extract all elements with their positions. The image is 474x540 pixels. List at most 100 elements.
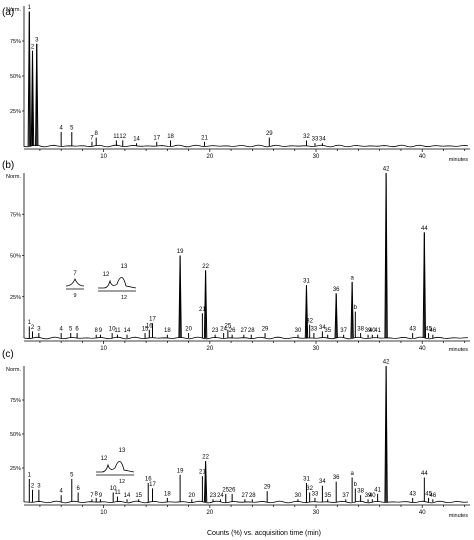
peak-label-15: 15 (142, 327, 149, 333)
peak-label-36: 36 (333, 287, 340, 293)
peak-label-11: 11 (113, 134, 120, 140)
x-tick-label: 20 (206, 346, 213, 352)
peak-label-3: 3 (35, 37, 39, 43)
peak-label-8: 8 (95, 131, 99, 137)
inset-tick-label: 9 (73, 293, 76, 299)
peak-label-2: 2 (31, 325, 35, 331)
peak-label-28: 28 (249, 493, 256, 499)
peak-label-10: 10 (110, 486, 117, 492)
peak-label-35: 35 (324, 493, 331, 499)
inset-peak-label: 12 (101, 456, 108, 462)
inset-peak-label: 12 (103, 272, 110, 278)
peak-label-44: 44 (421, 471, 428, 477)
x-tick-label: 30 (313, 154, 320, 160)
inset-tick-label: 12 (121, 295, 127, 301)
peak-label-19: 19 (177, 249, 184, 255)
x-tick-label: 20 (206, 510, 213, 516)
peak-label-20: 20 (188, 493, 195, 499)
peak-label-a: a (350, 471, 354, 477)
y-tick-label: 25% (10, 295, 21, 301)
peak-label-37: 37 (340, 328, 347, 334)
peak-label-3: 3 (37, 483, 41, 489)
peak-label-31: 31 (303, 476, 310, 482)
x-tick-label: 40 (419, 510, 426, 516)
peak-label-9: 9 (99, 328, 103, 334)
peak-label-45: 45 (425, 327, 432, 333)
peak-label-1: 1 (28, 5, 32, 11)
peak-shape-2 (30, 50, 35, 147)
peak-label-18: 18 (164, 328, 171, 334)
y-tick-label: 50% (10, 74, 21, 80)
peak-shape-19 (178, 255, 182, 339)
peak-label-30: 30 (295, 328, 302, 334)
peak-shape-22 (203, 270, 208, 339)
peak-label-41: 41 (374, 328, 381, 334)
chromatogram-baseline (23, 336, 469, 340)
peak-label-26: 26 (229, 487, 236, 493)
peak-label-23: 23 (212, 328, 219, 334)
panel-label: (c) (2, 349, 14, 360)
x-tick-label: 40 (419, 346, 426, 352)
x-axis-title: Counts (%) vs. acquisition time (min) (207, 530, 321, 537)
peak-label-4: 4 (59, 489, 63, 495)
peak-label-34: 34 (319, 325, 326, 331)
chromatogram-baseline (23, 500, 469, 504)
inset-trace (96, 461, 135, 473)
peak-label-40: 40 (369, 493, 376, 499)
inset-trace (65, 277, 85, 287)
peak-shape-42 (384, 365, 388, 503)
peak-label-27: 27 (242, 493, 249, 499)
peak-label-21: 21 (199, 470, 206, 476)
y-tick-label: 50% (10, 432, 21, 438)
peak-label-10: 10 (109, 327, 116, 333)
y-tick-label: 75% (10, 212, 21, 218)
peak-label-22: 22 (202, 264, 209, 270)
y-tick-label: 75% (10, 39, 21, 45)
peak-label-3: 3 (37, 327, 41, 333)
inset-trace (98, 277, 137, 289)
peak-label-46: 46 (429, 328, 436, 334)
peak-label-21: 21 (199, 307, 206, 313)
peak-label-11: 11 (114, 490, 121, 496)
peak-label-24: 24 (217, 493, 224, 499)
peak-label-20: 20 (185, 327, 192, 333)
peak-label-39: 39 (365, 328, 372, 334)
peak-label-6: 6 (76, 486, 80, 492)
peak-label-4: 4 (59, 327, 63, 333)
peak-label-a: a (350, 275, 354, 281)
peak-label-34: 34 (319, 137, 326, 143)
peak-label-36: 36 (333, 475, 340, 481)
peak-label-23: 23 (210, 493, 217, 499)
peak-label-b: b (354, 482, 358, 488)
peak-label-43: 43 (409, 327, 416, 333)
peak-label-33: 33 (311, 327, 318, 333)
peak-label-32: 32 (306, 486, 313, 492)
y-axis-max-label: Norm. (6, 7, 21, 13)
peak-label-29: 29 (264, 485, 271, 491)
peak-label-44: 44 (421, 226, 428, 232)
peak-label-45: 45 (425, 491, 432, 497)
y-axis-max-label: Norm. (6, 174, 21, 180)
peak-shape-42 (384, 172, 388, 339)
x-tick-label: 30 (313, 346, 320, 352)
peak-shape-36 (334, 293, 338, 339)
peak-label-1: 1 (28, 320, 32, 326)
peak-shape-a (350, 281, 354, 339)
peak-label-18: 18 (164, 491, 171, 497)
peak-label-5: 5 (70, 126, 74, 132)
peak-label-28: 28 (248, 328, 255, 334)
inset-peak-label: 13 (121, 264, 128, 270)
peak-label-1: 1 (28, 472, 32, 478)
peak-label-b: b (354, 305, 358, 311)
peak-label-2: 2 (31, 44, 35, 50)
peak-label-29: 29 (262, 327, 269, 333)
peak-label-25: 25 (222, 487, 229, 493)
peak-label-16: 16 (145, 476, 152, 482)
peak-label-33: 33 (312, 137, 319, 143)
inset-tick-label: 12 (119, 479, 125, 485)
inset-peak-label: 7 (73, 271, 77, 277)
peak-label-8: 8 (95, 491, 99, 497)
peak-label-19: 19 (177, 468, 184, 474)
peak-label-31: 31 (303, 279, 310, 285)
peak-label-24: 24 (220, 327, 227, 333)
